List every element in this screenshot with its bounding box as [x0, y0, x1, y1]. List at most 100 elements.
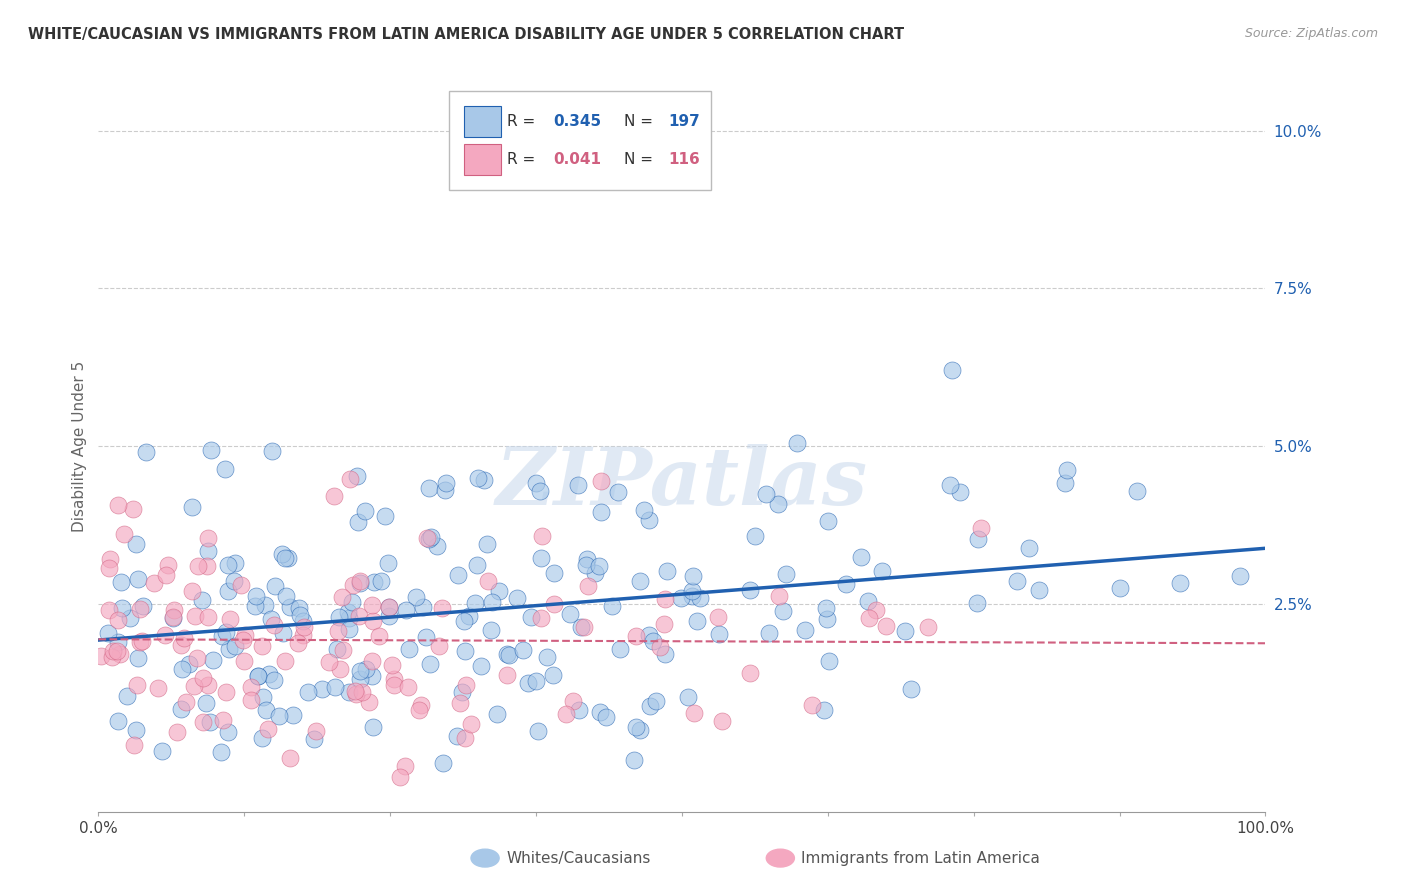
Point — [180, 584, 202, 599]
Point — [817, 514, 839, 528]
Point — [1170, 576, 1192, 591]
Point — [512, 643, 534, 657]
Point — [856, 594, 879, 608]
Point — [450, 685, 472, 699]
Point — [318, 655, 340, 669]
Point — [815, 611, 838, 625]
Point — [217, 583, 239, 598]
Point — [470, 659, 492, 673]
Point — [377, 556, 399, 570]
Point — [744, 529, 766, 543]
Point — [197, 678, 219, 692]
Point — [274, 654, 297, 668]
Point — [264, 579, 287, 593]
Point — [671, 591, 693, 605]
Point — [361, 720, 384, 734]
Point — [195, 558, 218, 573]
Point — [311, 681, 333, 696]
Text: ZIPatlas: ZIPatlas — [496, 444, 868, 521]
Text: N =: N = — [623, 114, 658, 128]
Point — [477, 537, 499, 551]
Point — [464, 596, 486, 610]
Point — [274, 589, 297, 603]
Point — [517, 675, 540, 690]
Point — [162, 610, 184, 624]
Point — [361, 669, 384, 683]
Point — [624, 629, 647, 643]
Point — [173, 632, 195, 646]
Point — [966, 533, 988, 547]
Point — [101, 644, 124, 658]
Point — [287, 635, 309, 649]
Point — [405, 591, 427, 605]
Point — [105, 643, 128, 657]
Point — [170, 638, 193, 652]
Point — [709, 627, 731, 641]
Point — [254, 703, 277, 717]
Point — [682, 706, 704, 721]
Point — [941, 363, 963, 377]
Point — [250, 639, 273, 653]
Point — [465, 558, 488, 572]
Point — [107, 635, 129, 649]
Point — [198, 715, 221, 730]
Point — [775, 567, 797, 582]
Point — [322, 489, 344, 503]
Point — [408, 702, 430, 716]
Point — [339, 611, 361, 625]
Point — [454, 678, 477, 692]
Point — [506, 591, 529, 606]
Point — [865, 603, 887, 617]
Point — [641, 633, 664, 648]
Point — [162, 602, 184, 616]
Point — [624, 721, 647, 735]
Point — [418, 533, 440, 547]
Point — [97, 625, 120, 640]
Point — [524, 674, 547, 689]
Point — [186, 650, 208, 665]
Point — [195, 697, 218, 711]
Point — [395, 603, 418, 617]
Point — [219, 612, 242, 626]
Point — [495, 667, 517, 681]
Point — [297, 685, 319, 699]
Point — [628, 574, 651, 589]
Point — [107, 498, 129, 512]
Point — [146, 681, 169, 695]
Text: 0.041: 0.041 — [554, 152, 602, 167]
Point — [472, 473, 495, 487]
Text: 197: 197 — [668, 114, 700, 128]
Point — [356, 662, 378, 676]
FancyBboxPatch shape — [464, 144, 501, 175]
Point — [453, 615, 475, 629]
Point — [458, 609, 481, 624]
Point — [153, 628, 176, 642]
Point — [411, 698, 433, 712]
Point — [567, 477, 589, 491]
Point — [772, 604, 794, 618]
Point — [257, 667, 280, 681]
Point — [707, 610, 730, 624]
Point — [191, 593, 214, 607]
Point — [143, 576, 166, 591]
Point — [267, 709, 290, 723]
Point — [346, 515, 368, 529]
Point — [90, 649, 112, 664]
Point — [326, 624, 349, 638]
FancyBboxPatch shape — [449, 91, 711, 190]
Point — [381, 657, 404, 672]
Point — [426, 539, 449, 553]
Point — [602, 599, 624, 613]
Point — [100, 650, 122, 665]
Point — [851, 550, 873, 565]
Point — [250, 731, 273, 745]
Point — [181, 500, 204, 514]
Point — [183, 679, 205, 693]
Point — [633, 503, 655, 517]
Point — [280, 751, 302, 765]
Point — [676, 690, 699, 704]
Point — [477, 574, 499, 588]
Point — [263, 673, 285, 687]
Point — [270, 547, 292, 561]
Point — [352, 685, 374, 699]
